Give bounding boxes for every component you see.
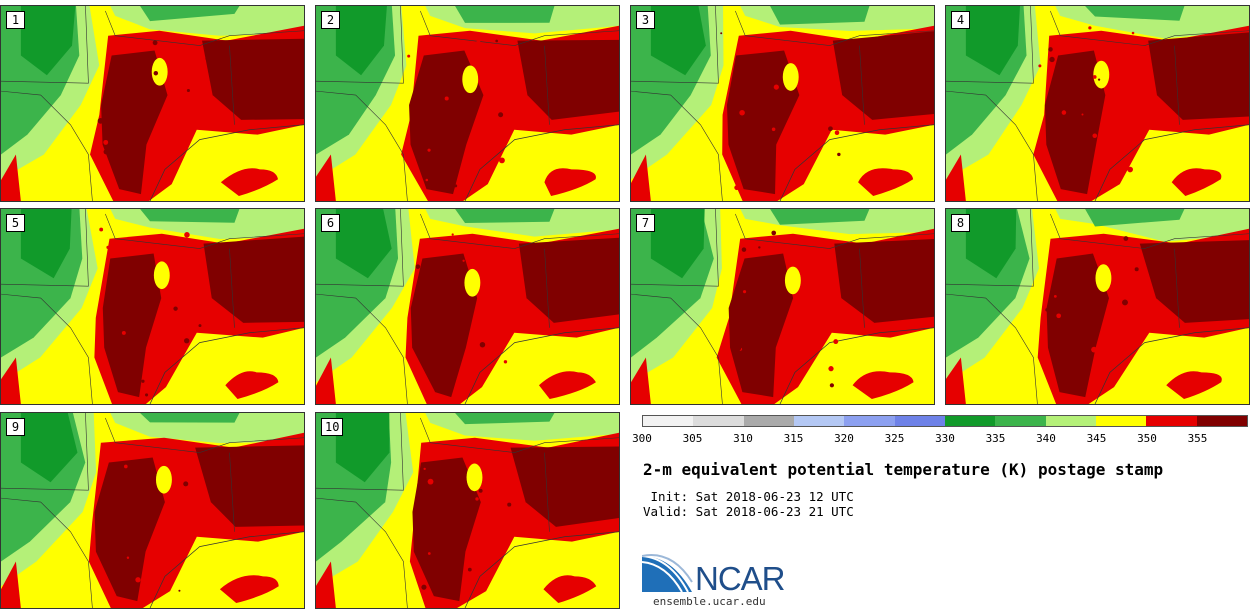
ensemble-member-map: 7	[630, 208, 935, 405]
colorbar-tick-label: 315	[783, 432, 804, 445]
ncar-logo-icon	[642, 554, 693, 593]
map-image	[631, 209, 934, 404]
colorbar-swatch	[1196, 416, 1247, 426]
ensemble-member-map: 4	[945, 5, 1250, 202]
map-image	[316, 413, 619, 608]
colorbar-tick-label: 350	[1137, 432, 1157, 445]
ensemble-member-map: 1	[0, 5, 305, 202]
colorbar-tick-label: 305	[682, 432, 703, 445]
colorbar-tick-label: 330	[935, 432, 955, 445]
colorbar-tick-label: 300	[632, 432, 652, 445]
ensemble-member-map: 10	[315, 412, 620, 609]
logo-text: NCAR	[695, 560, 786, 597]
colorbar-swatch	[793, 416, 845, 426]
map-image	[946, 6, 1249, 201]
colorbar-swatch	[1146, 416, 1197, 426]
member-number-label: 1	[6, 11, 25, 29]
colorbar-ticks: 300 305 310 315 320 325 330 335 340 345 350 355	[632, 432, 1248, 446]
colorbar-tick-label: 345	[1086, 432, 1107, 445]
ensemble-member-map: 3	[630, 5, 935, 202]
colorbar-swatch	[693, 416, 744, 426]
page-title: 2-m equivalent potential temperature (K)…	[643, 460, 1164, 479]
valid-time: Valid: Sat 2018-06-23 21 UTC	[643, 504, 854, 519]
member-number-label: 2	[321, 11, 340, 29]
map-image	[946, 209, 1249, 404]
map-image	[1, 209, 304, 404]
colorbar	[642, 415, 1248, 427]
member-number-label: 6	[321, 214, 340, 232]
colorbar-tick-label: 340	[1036, 432, 1056, 445]
member-number-label: 3	[636, 11, 655, 29]
ensemble-member-map: 8	[945, 208, 1250, 405]
map-image	[1, 6, 304, 201]
member-number-label: 4	[951, 11, 970, 29]
member-number-label: 9	[6, 418, 25, 436]
map-image	[1, 413, 304, 608]
member-number-label: 7	[636, 214, 655, 232]
site-url: ensemble.ucar.edu	[653, 595, 766, 608]
colorbar-swatch	[743, 416, 794, 426]
colorbar-swatch	[894, 416, 945, 426]
colorbar-swatch	[643, 416, 694, 426]
colorbar-swatch	[944, 416, 996, 426]
map-image	[316, 209, 619, 404]
colorbar-tick-label: 325	[884, 432, 905, 445]
map-image	[631, 6, 934, 201]
colorbar-swatch	[995, 416, 1046, 426]
ensemble-member-map: 6	[315, 208, 620, 405]
member-number-label: 8	[951, 214, 970, 232]
colorbar-tick-label: 320	[834, 432, 854, 445]
ensemble-member-map: 2	[315, 5, 620, 202]
colorbar-swatch	[1095, 416, 1147, 426]
member-number-label: 10	[321, 418, 344, 436]
ensemble-member-map: 5	[0, 208, 305, 405]
colorbar-swatch	[844, 416, 895, 426]
colorbar-tick-label: 355	[1187, 432, 1208, 445]
init-time: Init: Sat 2018-06-23 12 UTC	[643, 489, 854, 504]
member-number-label: 5	[6, 214, 25, 232]
colorbar-swatch	[1045, 416, 1096, 426]
colorbar-tick-label: 335	[985, 432, 1006, 445]
ensemble-member-map: 9	[0, 412, 305, 609]
map-image	[316, 6, 619, 201]
colorbar-tick-label: 310	[733, 432, 753, 445]
